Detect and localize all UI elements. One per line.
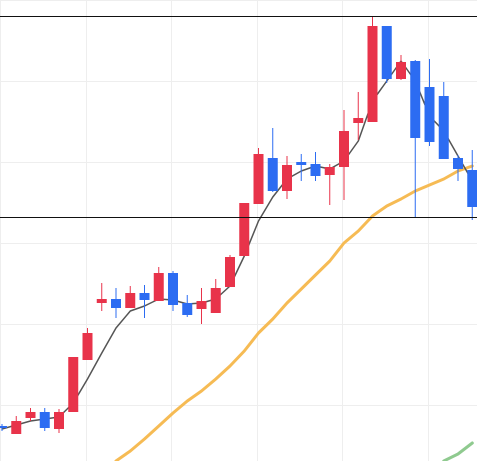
candle-up — [54, 409, 64, 433]
candle-body — [438, 96, 449, 159]
candle-body — [410, 61, 421, 138]
candle-body — [25, 412, 36, 418]
candle-body — [282, 165, 292, 191]
candle-up — [153, 267, 164, 301]
candle-up — [196, 288, 207, 324]
candle-body — [39, 412, 50, 428]
moving-average-layer — [1, 60, 474, 461]
candle-down — [381, 26, 392, 83]
candle-up — [282, 156, 292, 199]
candle-body — [253, 154, 264, 204]
candle-down — [267, 128, 278, 192]
candle-body — [125, 293, 136, 308]
candle-up — [367, 16, 378, 122]
candle-body — [339, 131, 349, 167]
candle-down — [296, 154, 307, 181]
candle-down — [168, 271, 178, 311]
candle-up — [68, 357, 79, 412]
candle-up — [353, 92, 364, 140]
candle-up — [396, 55, 406, 80]
candle-up — [125, 286, 136, 308]
candle-up — [82, 328, 93, 360]
candle-up — [25, 408, 36, 421]
candle-body — [153, 273, 164, 301]
candle-body — [453, 158, 463, 169]
candle-down — [0, 424, 7, 431]
candle-body — [467, 170, 477, 207]
candle-up — [253, 148, 264, 204]
candle-body — [111, 299, 121, 308]
candle-down — [453, 155, 463, 181]
candles-layer — [0, 16, 477, 434]
reference-lines-layer — [0, 16, 477, 218]
candle-body — [424, 87, 435, 142]
candle-body — [239, 203, 250, 256]
moving-average-mid-line — [114, 164, 474, 461]
candle-body — [381, 26, 392, 79]
candle-body — [210, 288, 221, 313]
candle-up — [239, 203, 250, 256]
candle-body — [96, 299, 107, 303]
candle-body — [310, 164, 321, 176]
candle-down — [139, 285, 150, 318]
candle-down — [467, 150, 477, 220]
candle-body — [324, 167, 335, 175]
candle-up — [11, 416, 22, 434]
candle-body — [296, 162, 307, 165]
candle-body — [182, 303, 193, 315]
candle-down — [410, 60, 421, 217]
moving-average-short-line — [1, 60, 474, 430]
candle-body — [168, 273, 178, 305]
candle-body — [225, 257, 235, 287]
candle-down — [111, 288, 121, 318]
candle-up — [339, 110, 349, 200]
moving-average-long-line — [442, 441, 474, 461]
candle-body — [139, 293, 150, 300]
candle-body — [353, 118, 364, 123]
candle-body — [267, 158, 278, 191]
candle-up — [225, 255, 235, 287]
candle-down — [310, 152, 321, 181]
candle-up — [324, 164, 335, 205]
candle-body — [82, 333, 93, 360]
candle-body — [367, 26, 378, 122]
candle-down — [182, 295, 193, 317]
candle-body — [68, 357, 79, 412]
candle-body — [54, 412, 64, 429]
candle-down — [438, 82, 449, 159]
candle-body — [0, 426, 7, 428]
candle-up — [210, 279, 221, 313]
candle-body — [396, 62, 406, 79]
candle-body — [11, 421, 22, 434]
candle-down — [39, 408, 50, 431]
candle-body — [196, 301, 207, 309]
candle-down — [424, 59, 435, 146]
candle-up — [96, 283, 107, 311]
